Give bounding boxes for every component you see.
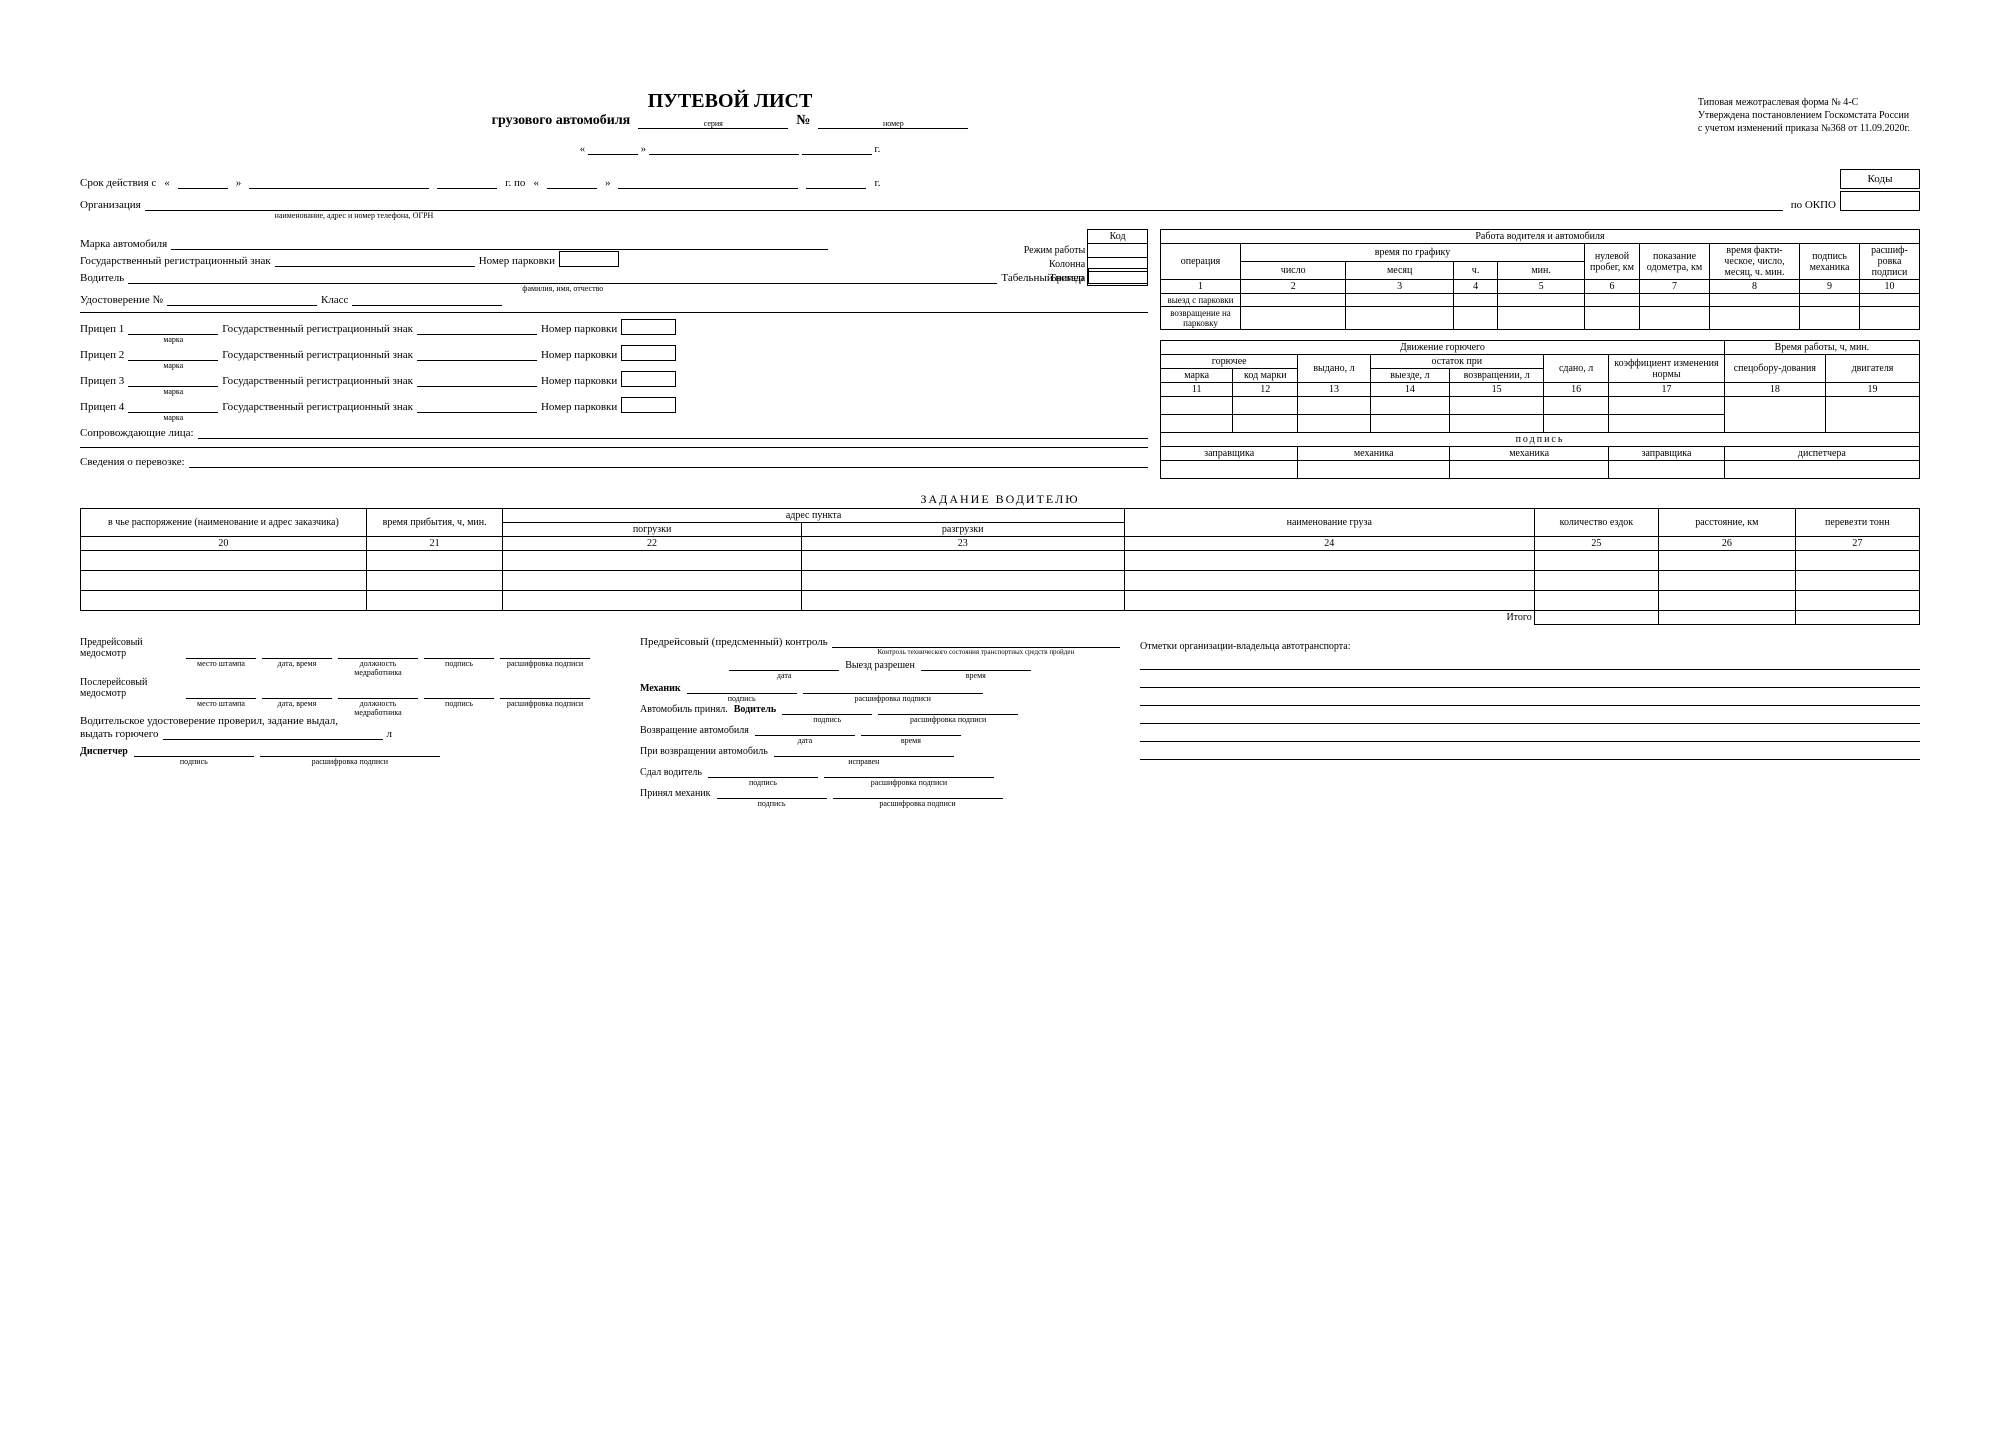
pricep1: Прицеп 1: [80, 323, 124, 335]
mechanic-label: Механик: [640, 683, 681, 694]
driver-work-title: Работа водителя и автомобиля: [1161, 230, 1920, 244]
voditel-label: Водитель: [80, 272, 124, 284]
kody-box: Коды: [1840, 169, 1920, 189]
udost-label: Удостоверение №: [80, 294, 163, 306]
marka-avto-label: Марка автомобиля: [80, 238, 167, 250]
number-label: номер: [818, 119, 968, 128]
form-line1: Типовая межотраслевая форма № 4-С: [1698, 97, 1858, 108]
predreys-med-label: Предрейсовый медосмотр: [80, 637, 180, 659]
validity-label: Срок действия с: [80, 177, 156, 189]
control-block: Предрейсовый (предсменный) контроль Конт…: [640, 635, 1120, 801]
form-approval-text: Типовая межотраслевая форма № 4-С Утверж…: [1698, 96, 1910, 135]
owner-marks-label: Отметки организации-владельца автотрансп…: [1140, 641, 1920, 652]
doc-subtitle: грузового автомобиля: [492, 113, 631, 129]
po-okpo-label: по ОКПО: [1791, 199, 1836, 211]
pricep4: Прицеп 4: [80, 401, 124, 413]
year-suffix: г.: [874, 143, 880, 155]
itogo-label: Итого: [1124, 611, 1534, 625]
po-label: г. по: [505, 177, 525, 189]
series-label: серия: [638, 119, 788, 128]
waybill-form: Типовая межотраслевая форма № 4-С Утверж…: [0, 0, 2000, 1456]
right-column: Работа водителя и автомобиля операция вр…: [1160, 229, 1920, 479]
soprov-label: Сопровождающие лица:: [80, 427, 194, 439]
org-under: наименование, адрес и номер телефона, ОГ…: [145, 211, 1783, 220]
number-symbol: №: [796, 113, 810, 129]
fuel-title: Движение горючего: [1161, 341, 1725, 355]
kod-header: Код: [1088, 230, 1148, 244]
dispatcher-label: Диспетчер: [80, 746, 128, 757]
quote-r: »: [641, 143, 647, 155]
svedeniya-label: Сведения о перевозке:: [80, 456, 185, 468]
form-line2: Утверждена постановлением Госкомстата Ро…: [1698, 110, 1909, 121]
poslereis-med-label: Послерейсовый медосмотр: [80, 677, 180, 699]
driver-work-table: Работа водителя и автомобиля операция вр…: [1160, 229, 1920, 330]
g-label: г.: [874, 177, 880, 189]
okpo-box[interactable]: [1840, 191, 1920, 211]
org-label: Организация: [80, 199, 141, 211]
org-field[interactable]: наименование, адрес и номер телефона, ОГ…: [145, 199, 1783, 211]
gos-znak-label: Государственный регистрационный знак: [80, 255, 271, 267]
med-block: Предрейсовый медосмотр место штампа дата…: [80, 635, 620, 801]
task-title: ЗАДАНИЕ ВОДИТЕЛЮ: [81, 491, 1920, 509]
task-table: ЗАДАНИЕ ВОДИТЕЛЮ в чье распоряжение (наи…: [80, 491, 1920, 625]
owner-marks: Отметки организации-владельца автотрансп…: [1140, 635, 1920, 801]
doc-title: ПУТЕВОЙ ЛИСТ: [380, 90, 1080, 113]
left-column: Код Режим работы Колонна Бригада Марка а…: [80, 229, 1148, 469]
time-title: Время работы, ч, мин.: [1724, 341, 1919, 355]
form-line3: с учетом изменений приказа №368 от 11.09…: [1698, 123, 1910, 134]
pricep2: Прицеп 2: [80, 349, 124, 361]
vyezd-razr-label: Выезд разрешен: [845, 660, 915, 671]
quote-l: «: [580, 143, 586, 155]
pricep3: Прицеп 3: [80, 375, 124, 387]
fuel-table: Движение горючего Время работы, ч, мин. …: [1160, 340, 1920, 479]
